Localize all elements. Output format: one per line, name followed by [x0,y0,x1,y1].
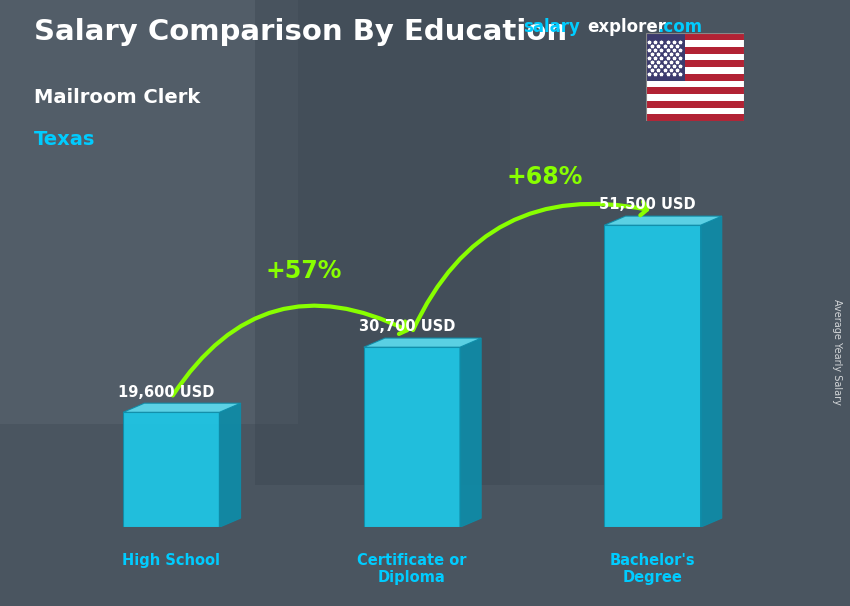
Text: 30,700 USD: 30,700 USD [359,319,456,335]
Polygon shape [364,347,460,527]
Polygon shape [604,225,700,527]
Text: Bachelor's
Degree: Bachelor's Degree [609,553,695,585]
Text: Average Yearly Salary: Average Yearly Salary [832,299,842,404]
Bar [646,33,685,81]
Bar [646,101,744,108]
Text: 51,500 USD: 51,500 USD [599,198,696,213]
Text: Texas: Texas [34,130,95,149]
Text: .com: .com [657,18,702,36]
Polygon shape [123,403,241,412]
Text: Salary Comparison By Education: Salary Comparison By Education [34,18,567,46]
Bar [0,0,298,424]
Bar [510,0,850,545]
Bar [646,94,744,101]
Polygon shape [219,403,241,527]
Bar [646,40,744,47]
Bar [646,47,744,53]
Polygon shape [604,216,722,225]
Bar [646,81,744,87]
Polygon shape [700,216,722,527]
Text: +68%: +68% [506,165,582,189]
Text: salary: salary [523,18,580,36]
Bar [646,108,744,115]
Bar [646,61,744,67]
Polygon shape [460,338,481,527]
Text: explorer: explorer [587,18,666,36]
Bar [646,53,744,61]
Bar [646,87,744,94]
Polygon shape [123,412,219,527]
Text: Certificate or
Diploma: Certificate or Diploma [357,553,467,585]
Text: High School: High School [122,553,220,568]
Bar [646,115,744,121]
Bar [646,74,744,81]
Bar [646,67,744,74]
Bar [646,33,744,40]
Bar [255,0,680,485]
Text: 19,600 USD: 19,600 USD [118,385,215,399]
Text: +57%: +57% [265,259,342,282]
Text: Mailroom Clerk: Mailroom Clerk [34,88,201,107]
Polygon shape [364,338,481,347]
